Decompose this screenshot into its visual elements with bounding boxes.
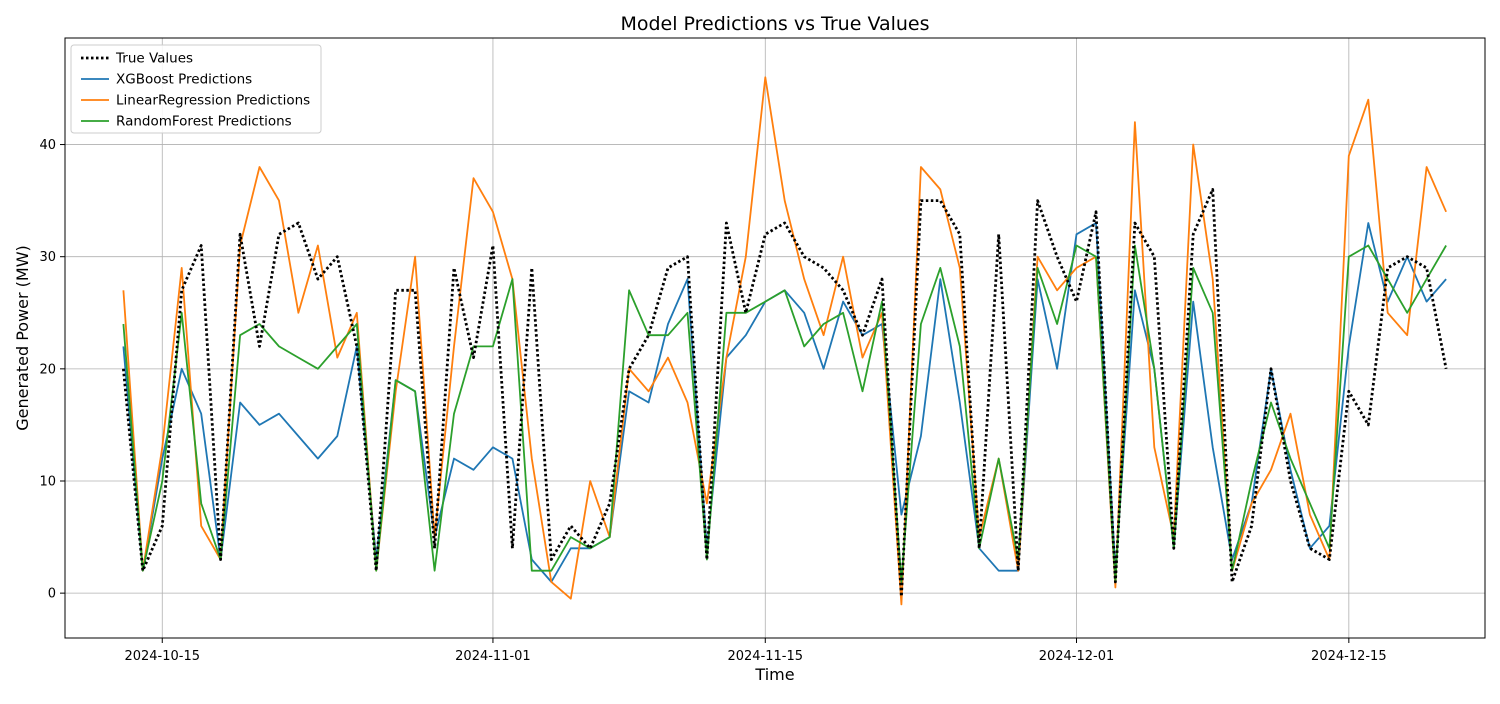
gridlines bbox=[65, 38, 1485, 638]
series-line-true-values bbox=[122, 187, 1448, 598]
series-line-linearregression-predictions bbox=[122, 76, 1447, 606]
x-tick-label: 2024-12-01 bbox=[1039, 649, 1115, 664]
x-tick-label: 2024-10-15 bbox=[124, 649, 200, 664]
y-tick-label: 10 bbox=[39, 474, 56, 489]
y-tick-label: 30 bbox=[39, 250, 56, 265]
legend-label: True Values bbox=[115, 51, 193, 67]
series-line-randomforest-predictions bbox=[122, 244, 1447, 583]
legend-label: RandomForest Predictions bbox=[116, 114, 292, 130]
legend-label: XGBoost Predictions bbox=[116, 72, 252, 88]
plot-area bbox=[122, 76, 1448, 606]
y-tick-label: 20 bbox=[39, 362, 56, 377]
y-tick-label: 0 bbox=[48, 587, 56, 602]
legend-box bbox=[70, 44, 322, 134]
y-axis: 0 10 20 30 40 bbox=[39, 138, 65, 602]
x-tick-label: 2024-11-15 bbox=[727, 649, 803, 664]
legend-label: LinearRegression Predictions bbox=[116, 93, 310, 109]
plot-frame bbox=[64, 37, 1486, 639]
x-axis-title: Time bbox=[754, 665, 794, 684]
x-tick-label: 2024-12-15 bbox=[1311, 649, 1387, 664]
x-axis: 2024-10-15 2024-11-01 2024-11-15 2024-12-01… bbox=[124, 638, 1387, 664]
legend: True Values XGBoost Predictions LinearRegr… bbox=[70, 44, 322, 134]
x-tick-label: 2024-11-01 bbox=[455, 649, 531, 664]
y-axis-title: Generated Power (MW) bbox=[13, 245, 32, 431]
y-tick-label: 40 bbox=[39, 138, 56, 153]
chart-title: Model Predictions vs True Values bbox=[620, 13, 929, 35]
series-line-xgboost-predictions bbox=[122, 222, 1447, 583]
